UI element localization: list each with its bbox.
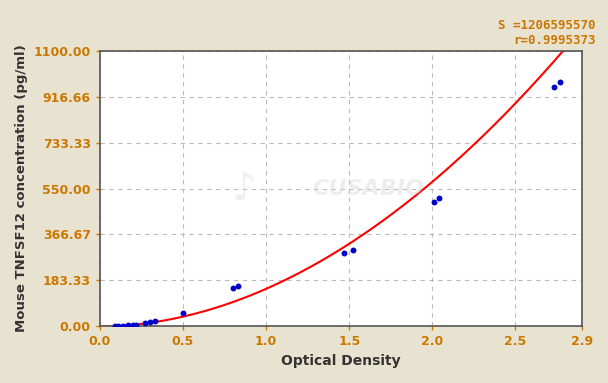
Point xyxy=(178,310,188,316)
Point xyxy=(128,322,138,328)
Point xyxy=(434,195,444,201)
Text: ♪: ♪ xyxy=(232,170,257,208)
Point xyxy=(145,319,154,326)
Text: CUSABIO: CUSABIO xyxy=(312,178,424,198)
Text: S =1206595570
r=0.9995373: S =1206595570 r=0.9995373 xyxy=(499,19,596,47)
Point xyxy=(131,322,141,328)
Point xyxy=(429,198,439,205)
Point xyxy=(140,320,150,326)
Point xyxy=(233,283,243,289)
Point xyxy=(549,84,559,90)
Point xyxy=(118,322,128,329)
Point xyxy=(348,247,358,253)
Point xyxy=(113,323,123,329)
Point xyxy=(228,285,238,291)
Point xyxy=(339,250,349,256)
Point xyxy=(556,79,565,85)
X-axis label: Optical Density: Optical Density xyxy=(281,354,401,368)
Point xyxy=(123,322,133,329)
Point xyxy=(110,323,120,329)
Point xyxy=(150,318,159,324)
Y-axis label: Mouse TNFSF12 concentration (pg/ml): Mouse TNFSF12 concentration (pg/ml) xyxy=(15,45,28,332)
